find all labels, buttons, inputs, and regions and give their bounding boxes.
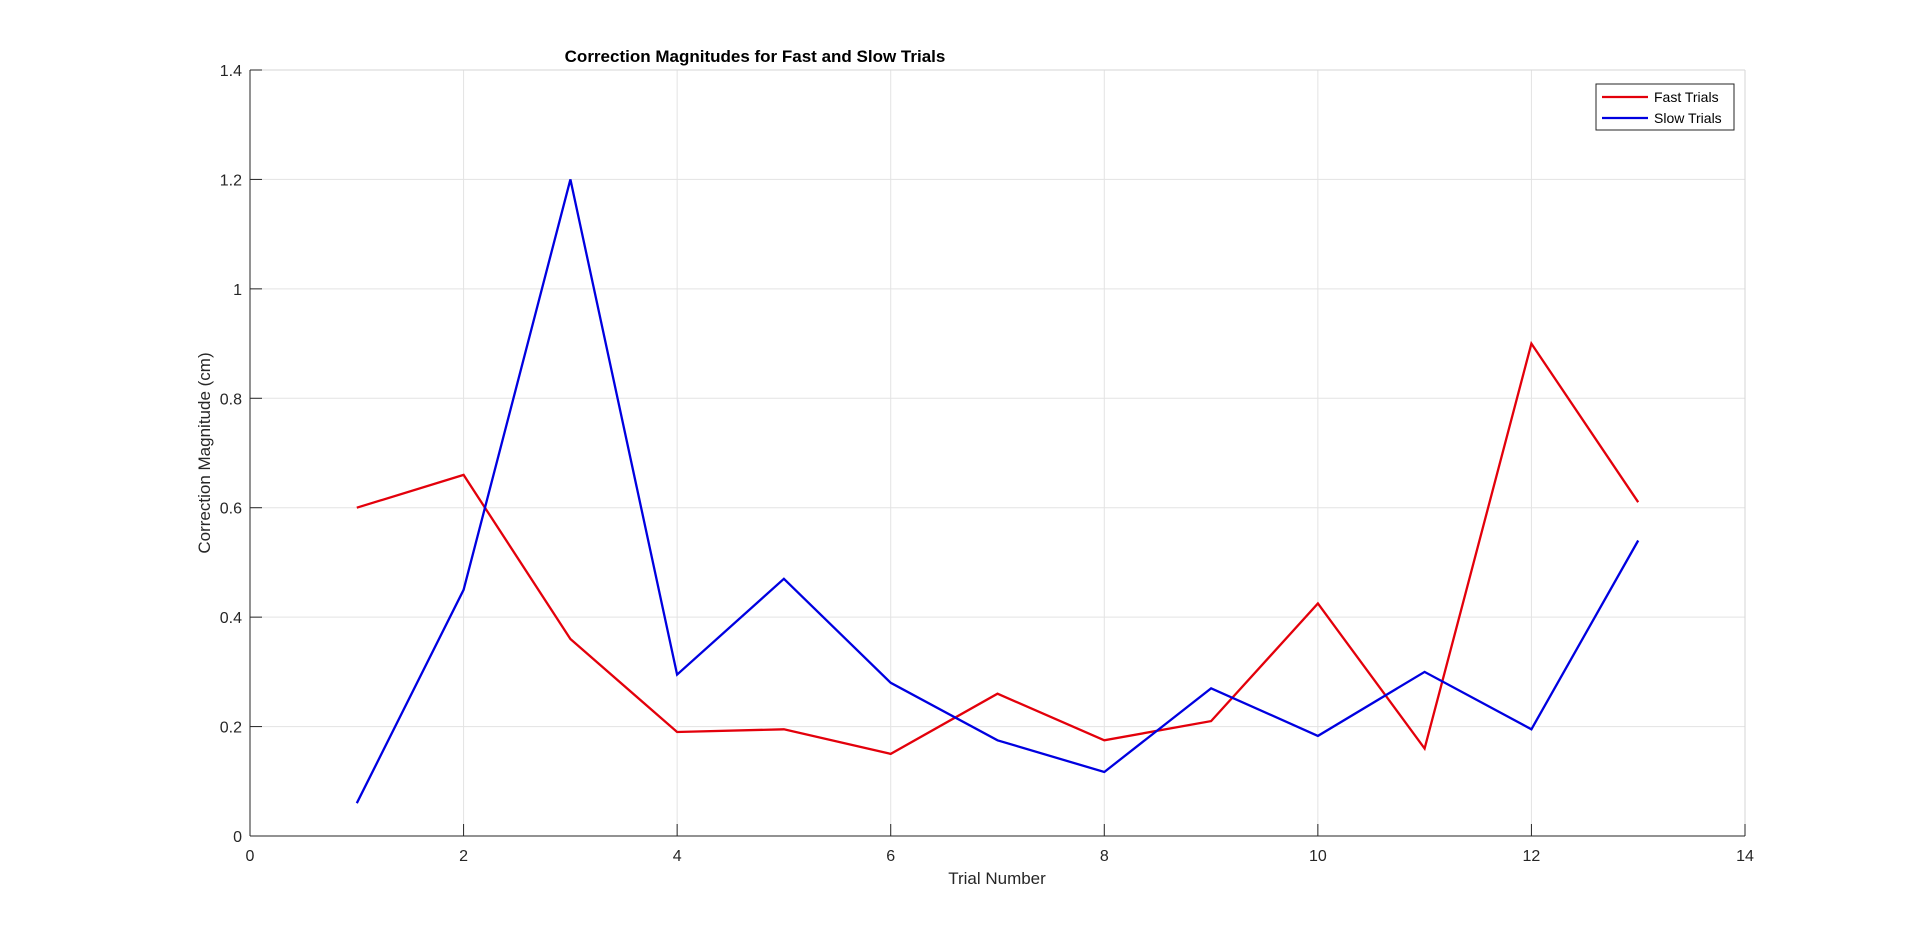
- y-axis-label: Correction Magnitude (cm): [195, 352, 214, 553]
- x-axis-label: Trial Number: [948, 869, 1046, 888]
- legend-box: [1595, 83, 1735, 131]
- x-tick-label: 14: [1736, 848, 1754, 865]
- y-tick-label: 0.8: [220, 391, 242, 408]
- tick-labels: 0 2 4 6 8 10 12 14 0 0.2 0.4 0.6 0.8 1 1.2 1.4: [220, 63, 1754, 865]
- y-tick-label: 1: [233, 282, 242, 299]
- chart-title: Correction Magnitudes for Fast and Slow …: [565, 47, 946, 66]
- y-tick-label: 1.2: [220, 172, 242, 189]
- x-tick-label: 4: [673, 848, 682, 865]
- x-tick-label: 0: [246, 848, 255, 865]
- y-tick-label: 1.4: [220, 63, 242, 80]
- y-tick-label: 0: [233, 829, 242, 846]
- series-lines: [355, 179, 1640, 804]
- series-line-fast-trials: [356, 340, 1640, 756]
- x-tick-label: 2: [459, 848, 468, 865]
- x-tick-label: 8: [1100, 848, 1109, 865]
- y-tick-label: 0.6: [220, 501, 242, 518]
- x-tick-label: 6: [886, 848, 895, 865]
- grid-lines: [249, 69, 1746, 837]
- legend-label: Slow Trials: [1654, 110, 1722, 126]
- x-tick-label: 10: [1309, 848, 1327, 865]
- legend: Fast Trials Slow Trials: [1595, 83, 1735, 131]
- legend-label: Fast Trials: [1654, 89, 1719, 105]
- axes: [249, 69, 1746, 837]
- x-tick-label: 12: [1523, 848, 1541, 865]
- series-line-slow-trials: [355, 179, 1640, 804]
- y-tick-label: 0.2: [220, 720, 242, 737]
- y-tick-label: 0.4: [220, 610, 242, 627]
